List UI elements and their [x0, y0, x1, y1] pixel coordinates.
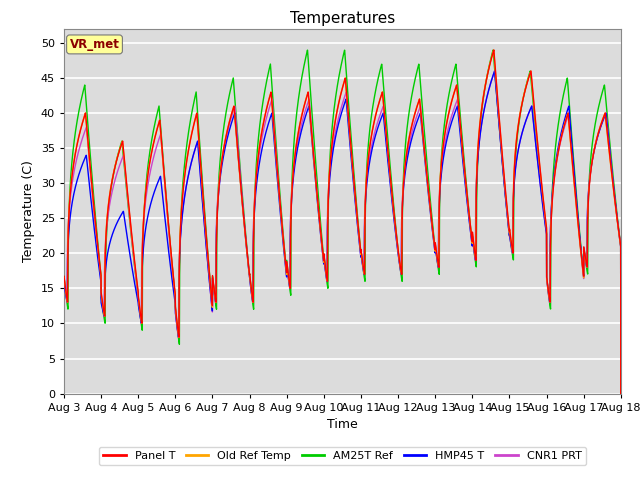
- Legend: Panel T, Old Ref Temp, AM25T Ref, HMP45 T, CNR1 PRT: Panel T, Old Ref Temp, AM25T Ref, HMP45 …: [99, 446, 586, 466]
- Text: VR_met: VR_met: [70, 38, 120, 51]
- X-axis label: Time: Time: [327, 418, 358, 431]
- Y-axis label: Temperature (C): Temperature (C): [22, 160, 35, 262]
- Title: Temperatures: Temperatures: [290, 11, 395, 26]
